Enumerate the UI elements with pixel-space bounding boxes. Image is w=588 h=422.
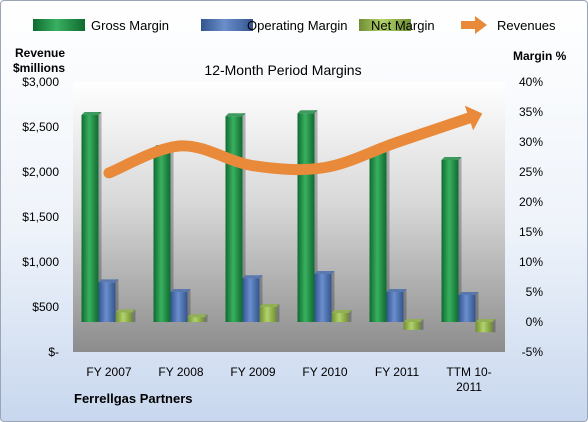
legend-swatch — [359, 19, 411, 31]
category-label: 2011 — [456, 380, 482, 394]
legend-label: Revenues — [497, 18, 556, 33]
right-tick-label: 40% — [519, 75, 543, 89]
net-margin-bar — [259, 304, 280, 322]
right-tick-label: 0% — [526, 315, 544, 329]
left-tick-label: $- — [48, 345, 59, 359]
right-tick-label: 10% — [519, 255, 543, 269]
left-tick-label: $1,500 — [22, 210, 59, 224]
revenue-arrow — [103, 105, 483, 179]
operating-margin-bar — [458, 292, 479, 322]
net-margin-bar — [115, 309, 136, 322]
legend-swatch — [33, 19, 85, 31]
right-tick-label: 15% — [519, 225, 543, 239]
revenues-line — [103, 112, 475, 179]
left-axis-label-line1: Revenue — [15, 46, 65, 60]
legend-arrow — [475, 16, 487, 34]
legend-item-revenues: Revenues — [461, 16, 556, 34]
gross-margin-bar — [441, 157, 462, 322]
legend-item-gross-margin: Gross Margin — [33, 18, 169, 33]
left-tick-label: $2,500 — [22, 120, 59, 134]
left-tick-label: $2,000 — [22, 165, 59, 179]
chart-title: 12-Month Period Margins — [204, 62, 361, 78]
legend-swatch — [201, 19, 253, 31]
category-labels: FY 2007 FY 2008 FY 2009 FY 2010 FY 2011 TTM 1… — [86, 365, 491, 394]
right-tick-label: 30% — [519, 135, 543, 149]
category-label: FY 2009 — [230, 365, 275, 379]
net-margin-bar — [331, 310, 352, 322]
net-margin-bar — [187, 314, 208, 322]
net-margin-bar — [475, 319, 496, 333]
right-axis-ticks: -5% 0% 5% 10% 15% 20% 25% 30% 35% 40% — [519, 75, 543, 359]
right-tick-label: 20% — [519, 195, 543, 209]
gross-margin-bar — [81, 112, 102, 322]
left-tick-label: $3,000 — [22, 75, 59, 89]
operating-margin-bar — [242, 275, 263, 322]
right-tick-label: 25% — [519, 165, 543, 179]
operating-margin-bar — [98, 279, 119, 322]
left-tick-label: $500 — [32, 300, 59, 314]
legend-label: Operating Margin — [247, 18, 347, 33]
legend-item-net-margin: Net Margin — [359, 18, 435, 33]
legend-label: Gross Margin — [91, 18, 169, 33]
legend-label: Net Margin — [371, 18, 435, 33]
left-tick-label: $1,000 — [22, 255, 59, 269]
right-tick-label: 35% — [519, 105, 543, 119]
net-margin-bar — [403, 319, 424, 330]
category-label: FY 2008 — [158, 365, 203, 379]
category-label: FY 2007 — [86, 365, 131, 379]
right-axis-label: Margin % — [513, 49, 567, 63]
right-tick-label: -5% — [522, 345, 544, 359]
right-tick-label: 5% — [526, 285, 544, 299]
left-axis-label-line2: $millions — [13, 61, 65, 75]
legend-item-operating-margin: Operating Margin — [201, 18, 347, 33]
left-axis-ticks: $- $500 $1,000 $1,500 $2,000 $2,500 $3,000 — [22, 75, 59, 359]
category-label: FY 2011 — [375, 365, 420, 379]
operating-margin-bar — [314, 271, 335, 322]
revenues-arrowhead — [464, 105, 483, 131]
category-label: TTM 10- — [446, 365, 491, 379]
operating-margin-bar — [386, 289, 407, 322]
legend: Gross Margin Operating Margin Net Margin Re… — [33, 16, 556, 34]
operating-margin-bar — [170, 289, 191, 322]
category-label: FY 2010 — [302, 365, 347, 379]
company-name: Ferrellgas Partners — [74, 391, 193, 406]
